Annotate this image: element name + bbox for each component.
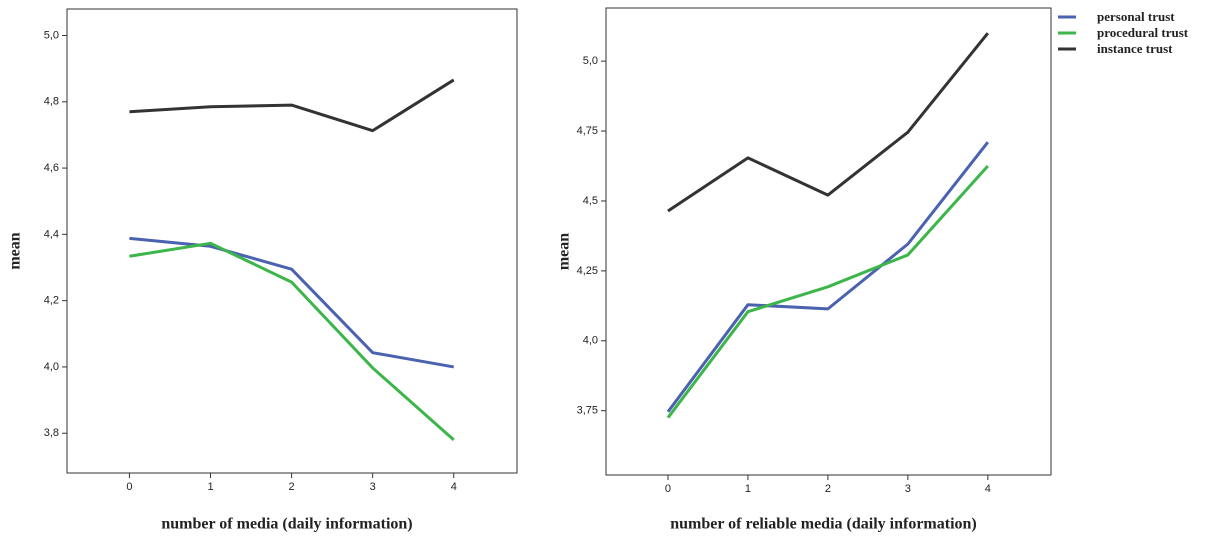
y-tick-label: 4,2 bbox=[44, 295, 59, 307]
x-tick-label: 1 bbox=[207, 481, 213, 493]
x-tick-label: 2 bbox=[825, 483, 831, 495]
y-tick-label: 4,6 bbox=[44, 162, 59, 174]
y-tick-label: 4,4 bbox=[44, 228, 59, 240]
y-tick-label: 5,0 bbox=[44, 29, 59, 41]
series-line bbox=[129, 241, 455, 441]
y-tick-label: 3,8 bbox=[44, 427, 59, 439]
x-tick-label: 1 bbox=[745, 483, 751, 495]
x-tick-label: 3 bbox=[905, 483, 911, 495]
y-tick-label: 3,75 bbox=[577, 405, 598, 417]
x-tick-label: 0 bbox=[665, 483, 671, 495]
x-tick-label: 4 bbox=[451, 481, 457, 493]
y-tick-label: 4,0 bbox=[44, 361, 59, 373]
x-tick-label: 3 bbox=[370, 481, 376, 493]
x-tick-label: 2 bbox=[289, 481, 295, 493]
y-tick-label: 4,25 bbox=[577, 265, 598, 277]
series-line bbox=[129, 78, 455, 133]
series-line bbox=[667, 32, 989, 213]
x-tick-label: 4 bbox=[985, 483, 991, 495]
legend-label: instance trust bbox=[1097, 41, 1173, 56]
y-tick-label: 4,8 bbox=[44, 96, 59, 108]
plot-frame bbox=[605, 7, 1052, 476]
x-axis-title: number of media (daily information) bbox=[161, 516, 412, 533]
series-line bbox=[129, 236, 455, 369]
x-axis-title: number of reliable media (daily informat… bbox=[670, 516, 977, 533]
series-line bbox=[666, 141, 990, 413]
y-tick-label: 5,0 bbox=[583, 55, 598, 67]
legend-label: procedural trust bbox=[1097, 25, 1189, 40]
x-tick-label: 0 bbox=[126, 481, 132, 493]
y-tick-label: 4,0 bbox=[583, 335, 598, 347]
y-axis-title: mean bbox=[556, 233, 573, 270]
y-tick-label: 4,5 bbox=[583, 195, 598, 207]
legend-label: personal trust bbox=[1097, 9, 1175, 24]
y-axis-title: mean bbox=[7, 232, 24, 269]
plot-frame bbox=[66, 8, 518, 474]
y-tick-label: 4,75 bbox=[577, 125, 598, 137]
series-line bbox=[666, 164, 989, 419]
